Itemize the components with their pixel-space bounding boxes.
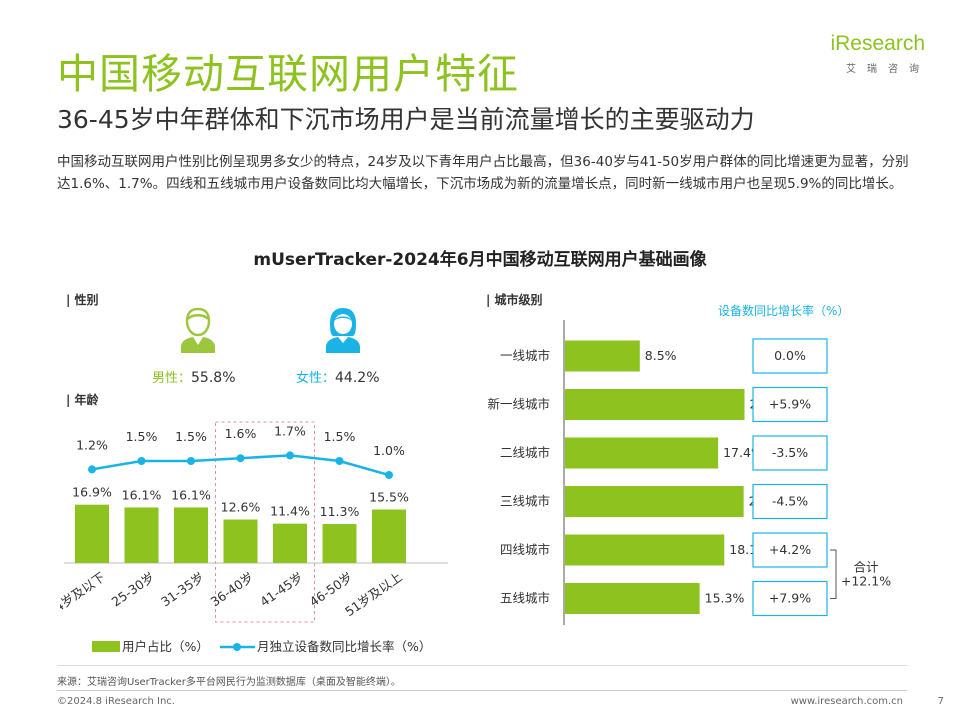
age-tick-label: 25-30岁: [109, 569, 158, 609]
male-share: 男性：55.8%: [152, 367, 236, 386]
city-bar: [565, 534, 725, 566]
age-bar: [322, 524, 357, 563]
female-user-icon: [326, 308, 360, 353]
page-subtitle: 36-45岁中年群体和下沉市场用户是当前流量增长的主要驱动力: [57, 105, 755, 134]
city-growth-value: +7.9%: [769, 591, 811, 606]
female-label: 女性：: [296, 371, 336, 386]
city-growth-box: [752, 580, 828, 617]
age-bar-label: 16.1%: [171, 487, 211, 502]
female-value: 44.2%: [335, 370, 380, 386]
highlight-box: [215, 421, 315, 623]
total-value: +12.1%: [841, 573, 891, 588]
age-growth-point: [88, 465, 96, 474]
age-bar-label: 12.6%: [221, 500, 261, 515]
source-divider: [57, 665, 907, 666]
age-chart: 16.9% 1.2% 24岁及以下 16.1% 1.5% 25-30岁 16.1% 1.5% 3…: [60, 421, 448, 654]
age-bar: [124, 507, 159, 563]
age-bar-label: 16.1%: [122, 487, 162, 502]
age-growth-point: [286, 451, 294, 460]
age-bar: [223, 519, 258, 563]
city-bar: [565, 583, 700, 614]
age-bar: [372, 509, 406, 563]
chart-title: mUserTracker-2024年6月中国移动互联网用户基础画像: [253, 250, 707, 270]
age-growth-label: 1.6%: [225, 426, 257, 441]
city-tick-label: 新一线城市: [487, 397, 550, 412]
page-title: 中国移动互联网用户特征: [57, 50, 519, 98]
city-growth-box: [752, 483, 828, 520]
male-user-icon: [181, 307, 215, 353]
page-description: 中国移动互联网用户性别比例呈现男多女少的特点，24岁及以下青年用户占比最高，但3…: [57, 154, 909, 192]
legend-bar-swatch: [92, 641, 120, 652]
age-growth-point: [137, 457, 146, 465]
age-growth-label: 1.5%: [324, 429, 356, 444]
age-growth-label: 1.7%: [274, 423, 306, 438]
age-growth-point: [187, 457, 195, 465]
city-tick-label: 四线城市: [500, 542, 550, 557]
page-number: 7: [937, 696, 944, 707]
city-growth-box: [752, 435, 828, 471]
city-growth-value: +4.2%: [769, 542, 811, 557]
city-tick-label: 二线城市: [500, 445, 550, 460]
age-growth-label: 1.0%: [373, 443, 405, 458]
city-bar: [565, 340, 640, 372]
age-growth-point: [236, 454, 245, 463]
section-label-age: | 年龄: [66, 393, 99, 407]
legend-bar-label: 用户占比（%）: [122, 639, 209, 654]
age-tick-label: 36-40岁: [208, 569, 257, 609]
male-value: 55.8%: [191, 370, 236, 386]
age-bar-label: 11.4%: [270, 504, 310, 519]
logo-subtitle: 艾瑞咨询: [846, 64, 930, 75]
copyright: ©2024.8 iResearch Inc.: [57, 696, 175, 707]
growth-header: 设备数同比增长率（%）: [718, 304, 850, 318]
logo-text: iResearch: [830, 32, 925, 55]
city-growth-value: 0.0%: [774, 348, 806, 363]
city-bar: [565, 389, 745, 420]
age-growth-label: 1.2%: [76, 437, 108, 452]
city-bar-label: 15.3%: [705, 591, 745, 606]
section-label-gender: | 性别: [66, 293, 99, 307]
city-bar: [565, 437, 719, 469]
age-growth-label: 1.5%: [175, 429, 207, 444]
age-growth-point: [385, 471, 393, 479]
male-label: 男性：: [152, 371, 192, 386]
female-share: 女性：44.2%: [296, 367, 380, 386]
city-growth-box: [752, 338, 828, 374]
age-bar: [273, 523, 307, 563]
age-growth-label: 1.5%: [126, 429, 158, 444]
age-growth-point: [335, 457, 344, 465]
city-growth-value: -3.5%: [772, 445, 808, 460]
age-tick-label: 24岁及以下: [60, 569, 108, 619]
age-bar-label: 15.5%: [369, 490, 409, 505]
age-bar-label: 11.3%: [320, 504, 360, 519]
legend-line-marker: [233, 643, 241, 651]
city-growth-box: [752, 532, 828, 568]
city-chart: 一线城市8.5%0.0%新一线城市20.4%+5.9%二线城市17.4%-3.5…: [487, 320, 891, 625]
footer-divider: [57, 690, 907, 691]
age-tick-label: 41-45岁: [257, 569, 306, 609]
total-label: 合计: [853, 559, 878, 574]
legend-line-label: 月独立设备数同比增长率（%）: [257, 639, 431, 654]
city-tick-label: 五线城市: [500, 591, 550, 606]
source-note: 来源：艾瑞咨询UserTracker多平台网民行为监测数据库（桌面及智能终端）。: [57, 677, 401, 688]
age-tick-label: 31-35岁: [158, 569, 207, 609]
city-bar-label: 8.5%: [645, 348, 677, 363]
city-growth-box: [752, 386, 828, 423]
city-bar: [565, 486, 744, 517]
website: www.iresearch.com.cn: [790, 696, 903, 707]
city-growth-value: +5.9%: [769, 397, 811, 412]
age-bar: [75, 504, 109, 563]
iresearch-logo: iResearch: [830, 32, 925, 56]
city-tick-label: 一线城市: [500, 348, 550, 363]
age-bar: [174, 507, 208, 563]
section-label-city: | 城市级别: [486, 293, 543, 307]
city-tick-label: 三线城市: [500, 494, 550, 509]
age-bar-label: 16.9%: [72, 485, 112, 500]
total-bracket: [830, 549, 837, 599]
city-growth-value: -4.5%: [772, 494, 808, 509]
